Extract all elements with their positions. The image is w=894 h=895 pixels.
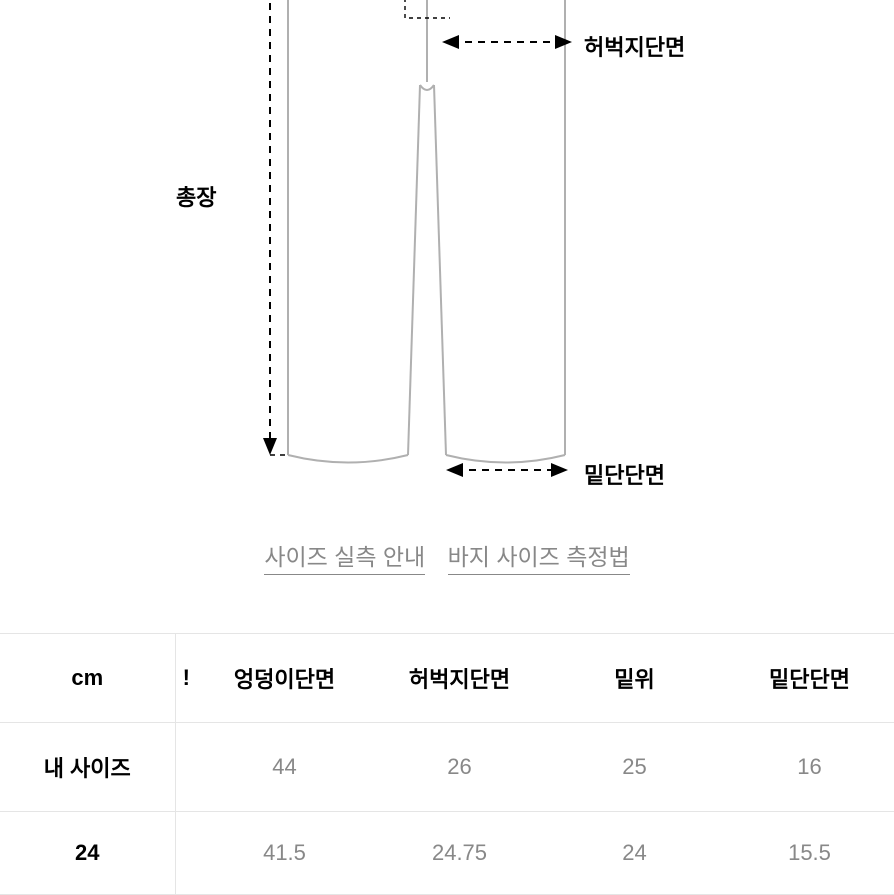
- col-header: 밑위: [547, 634, 722, 723]
- cell-value: 26: [372, 723, 547, 812]
- link-measure-howto[interactable]: 바지 사이즈 측정법: [448, 538, 630, 575]
- link-size-guide[interactable]: 사이즈 실측 안내: [264, 538, 425, 575]
- row-label: 내 사이즈: [0, 723, 175, 812]
- cell-value: 24: [547, 812, 722, 895]
- cell-value: 16: [722, 723, 894, 812]
- row-label: 24: [0, 812, 175, 895]
- sep-cell: [175, 812, 197, 895]
- size-links: 사이즈 실측 안내 바지 사이즈 측정법: [0, 538, 894, 575]
- cell-value: 44: [197, 723, 372, 812]
- label-hem: 밑단단면: [584, 458, 665, 490]
- unit-header: cm: [0, 634, 175, 723]
- table-row: 24 41.5 24.75 24 15.5: [0, 812, 894, 895]
- col-header: 허벅지단면: [372, 634, 547, 723]
- pants-diagram: 총장 허벅지단면 밑단단면: [0, 0, 894, 530]
- size-table: cm ! 엉덩이단면 허벅지단면 밑위 밑단단면 내 사이즈 44 26 25 …: [0, 633, 894, 895]
- label-thigh: 허벅지단면: [584, 30, 685, 62]
- label-total-length: 총장: [176, 180, 216, 212]
- cell-value: 25: [547, 723, 722, 812]
- col-header: 엉덩이단면: [197, 634, 372, 723]
- cell-value: 15.5: [722, 812, 894, 895]
- cell-value: 24.75: [372, 812, 547, 895]
- pants-svg: [0, 0, 894, 530]
- table-header-row: cm ! 엉덩이단면 허벅지단면 밑위 밑단단면: [0, 634, 894, 723]
- sep-cell: [175, 723, 197, 812]
- cell-value: 41.5: [197, 812, 372, 895]
- col-header: 밑단단면: [722, 634, 894, 723]
- sep-header: !: [175, 634, 197, 723]
- table-row: 내 사이즈 44 26 25 16: [0, 723, 894, 812]
